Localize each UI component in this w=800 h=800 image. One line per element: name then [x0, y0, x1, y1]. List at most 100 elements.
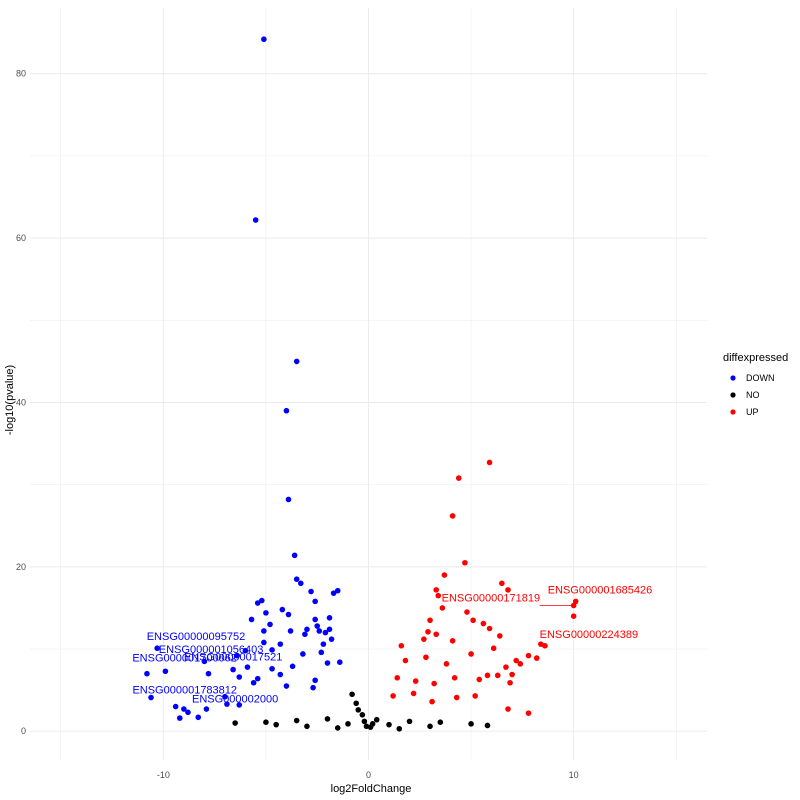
point-up	[449, 638, 456, 644]
point-no	[396, 725, 403, 732]
point-down	[285, 496, 292, 503]
point-down	[326, 626, 333, 633]
point-down	[289, 663, 296, 670]
point-down	[279, 606, 286, 613]
point-up	[421, 636, 427, 642]
point-down	[293, 576, 300, 582]
point-no	[345, 721, 351, 727]
point-down	[172, 703, 179, 710]
point-down	[291, 552, 298, 559]
point-down	[312, 616, 318, 623]
legend-label: UP	[746, 407, 759, 417]
point-no	[355, 707, 362, 713]
point-up	[455, 475, 462, 481]
series-up	[390, 459, 579, 716]
point-no	[304, 723, 310, 730]
point-up	[472, 693, 478, 699]
tick-labels: -10 0 10 0 20 40 60 80	[16, 69, 579, 780]
point-down	[195, 714, 202, 721]
point-down	[267, 621, 273, 628]
point-no	[373, 716, 380, 723]
point-down	[244, 664, 251, 670]
point-up	[449, 513, 456, 519]
grid-lines	[30, 8, 707, 760]
point-up	[490, 645, 497, 652]
point-down	[259, 597, 265, 604]
point-down	[261, 628, 267, 634]
point-up	[410, 690, 417, 697]
point-no	[361, 718, 368, 725]
point-down	[277, 671, 284, 678]
point-up	[513, 657, 520, 664]
point-up	[517, 661, 524, 667]
point-down	[326, 615, 333, 621]
point-down	[318, 649, 325, 656]
legend-label: DOWN	[746, 373, 775, 383]
gene-labels-layer: ENSG00000095752ENSG000001056403ENSG00000…	[132, 584, 652, 705]
point-down	[300, 651, 306, 657]
point-up	[427, 617, 433, 624]
point-no	[406, 718, 413, 725]
point-no	[437, 719, 444, 725]
gene-label: ENSG000001056403	[159, 644, 264, 656]
point-no	[293, 717, 300, 724]
point-down	[250, 679, 257, 686]
point-down	[254, 675, 261, 682]
point-down	[320, 641, 327, 647]
x-tick-label: -10	[157, 770, 170, 780]
point-down	[205, 670, 212, 677]
point-down	[277, 641, 284, 647]
point-down	[304, 626, 310, 633]
point-down	[176, 715, 183, 721]
gene-label: ENSG000001685426	[548, 584, 653, 596]
point-up	[398, 642, 405, 649]
point-up	[525, 652, 532, 659]
point-up	[439, 605, 446, 611]
point-down	[236, 674, 243, 680]
point-down	[312, 598, 318, 605]
point-down	[224, 701, 230, 707]
point-up	[453, 694, 460, 701]
point-up	[394, 675, 401, 681]
point-up	[505, 706, 511, 712]
point-up	[503, 664, 509, 670]
point-no	[359, 711, 366, 718]
point-down	[201, 658, 208, 665]
point-down	[283, 683, 290, 689]
y-tick-label: 80	[16, 69, 26, 79]
y-tick-label: 20	[16, 562, 26, 572]
point-no	[232, 720, 238, 726]
point-down	[263, 610, 269, 616]
point-up	[468, 651, 474, 657]
y-tick-label: 0	[21, 726, 26, 736]
x-tick-label: 0	[366, 770, 371, 780]
point-down	[230, 666, 236, 673]
legend: diffexpressed DOWN NO UP	[723, 352, 788, 417]
point-no	[468, 721, 474, 727]
legend-label: NO	[746, 390, 760, 400]
point-up	[480, 620, 487, 627]
gene-label: ENSG00000017521	[184, 651, 282, 663]
series-down	[144, 36, 343, 721]
point-up	[486, 625, 493, 632]
point-down	[324, 660, 331, 666]
point-up	[423, 654, 429, 661]
point-up	[425, 628, 431, 635]
point-up	[496, 633, 503, 639]
gene-label: ENSG00000224389	[540, 629, 638, 641]
point-up	[533, 655, 540, 661]
point-up	[433, 587, 440, 593]
gene-label: ENSG00000095752	[147, 631, 245, 643]
point-down	[254, 600, 261, 606]
point-no	[349, 691, 355, 698]
point-down	[203, 706, 210, 712]
point-down	[328, 636, 335, 642]
point-up	[484, 672, 491, 679]
point-no	[263, 719, 269, 725]
point-up	[494, 672, 501, 679]
point-no	[353, 700, 359, 707]
point-down	[314, 623, 321, 629]
legend-key-no	[730, 392, 736, 398]
point-down	[236, 702, 243, 708]
